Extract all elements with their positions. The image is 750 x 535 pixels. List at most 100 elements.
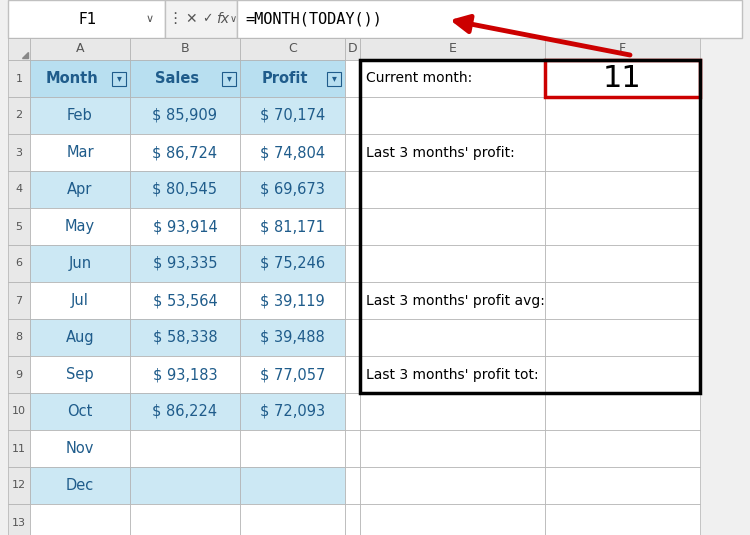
Bar [360, 97, 545, 134]
Text: $ 39,488: $ 39,488 [260, 330, 325, 345]
Bar [240, 356, 345, 393]
Bar [345, 319, 360, 356]
Bar [240, 38, 345, 60]
Text: $ 70,174: $ 70,174 [260, 108, 326, 123]
Bar [30, 319, 130, 356]
Text: 10: 10 [12, 407, 26, 417]
Bar [360, 467, 545, 504]
Text: 13: 13 [12, 517, 26, 528]
Bar [240, 430, 345, 467]
Bar [8, 134, 30, 171]
Bar [345, 356, 360, 393]
Text: 2: 2 [16, 111, 22, 120]
Bar [360, 430, 545, 467]
Bar [345, 60, 360, 97]
Bar [8, 393, 30, 430]
Bar [360, 38, 545, 60]
Bar [240, 319, 345, 356]
Bar [360, 208, 545, 245]
Bar [360, 60, 700, 393]
Text: Month: Month [46, 71, 98, 86]
Bar [130, 467, 240, 504]
Text: F1: F1 [79, 11, 98, 27]
Bar [240, 97, 345, 134]
Text: 7: 7 [16, 295, 22, 305]
Bar [360, 245, 545, 282]
Bar [8, 430, 30, 467]
Text: $ 77,057: $ 77,057 [260, 367, 326, 382]
Bar [240, 504, 345, 535]
Text: $ 58,338: $ 58,338 [153, 330, 218, 345]
Bar [30, 282, 130, 319]
Bar [130, 319, 240, 356]
Bar [8, 467, 30, 504]
Bar [545, 208, 700, 245]
Bar [30, 504, 130, 535]
Text: 8: 8 [16, 332, 22, 342]
Text: D: D [348, 42, 357, 56]
Text: Oct: Oct [68, 404, 93, 419]
Text: ▾: ▾ [332, 73, 337, 83]
Bar [240, 134, 345, 171]
Bar [240, 60, 345, 97]
Text: Last 3 months' profit avg:: Last 3 months' profit avg: [366, 294, 544, 308]
Bar [345, 430, 360, 467]
Text: $ 93,335: $ 93,335 [153, 256, 218, 271]
Text: Jul: Jul [71, 293, 89, 308]
Bar [345, 134, 360, 171]
Bar [345, 171, 360, 208]
Bar [360, 171, 545, 208]
Bar [240, 245, 345, 282]
Bar [240, 171, 345, 208]
Text: Apr: Apr [68, 182, 93, 197]
Bar [130, 393, 240, 430]
Text: B: B [181, 42, 189, 56]
Bar [8, 282, 30, 319]
Bar [130, 356, 240, 393]
Text: Sales: Sales [155, 71, 199, 86]
Bar [545, 467, 700, 504]
Bar [360, 134, 545, 171]
Bar [30, 38, 130, 60]
Bar [30, 171, 130, 208]
Text: Current month:: Current month: [366, 72, 472, 86]
Bar [360, 282, 545, 319]
Bar [345, 467, 360, 504]
Text: 4: 4 [16, 185, 22, 195]
Bar [345, 282, 360, 319]
Bar [8, 504, 30, 535]
Text: 11: 11 [12, 444, 26, 454]
Bar [130, 504, 240, 535]
Bar [240, 393, 345, 430]
Text: Last 3 months' profit:: Last 3 months' profit: [366, 146, 514, 159]
Text: 1: 1 [16, 73, 22, 83]
Text: Nov: Nov [66, 441, 94, 456]
Bar [545, 245, 700, 282]
Bar [360, 504, 545, 535]
Bar [345, 393, 360, 430]
Bar [130, 171, 240, 208]
Text: $ 75,246: $ 75,246 [260, 256, 325, 271]
Bar [545, 97, 700, 134]
FancyBboxPatch shape [112, 72, 126, 86]
Text: $ 85,909: $ 85,909 [152, 108, 217, 123]
Bar [8, 60, 30, 97]
Text: ▾: ▾ [226, 73, 232, 83]
Bar [8, 208, 30, 245]
Text: Jun: Jun [68, 256, 92, 271]
Bar [30, 245, 130, 282]
Text: $ 81,171: $ 81,171 [260, 219, 325, 234]
Text: 9: 9 [16, 370, 22, 379]
Bar [8, 38, 30, 60]
Bar [545, 393, 700, 430]
Bar [545, 356, 700, 393]
Text: Aug: Aug [66, 330, 94, 345]
Bar [237, 0, 742, 38]
Text: 3: 3 [16, 148, 22, 157]
Text: Dec: Dec [66, 478, 94, 493]
Text: fx: fx [217, 12, 229, 26]
Text: $ 74,804: $ 74,804 [260, 145, 325, 160]
Text: ∨: ∨ [146, 14, 154, 24]
Text: $ 69,673: $ 69,673 [260, 182, 325, 197]
Text: ⋮: ⋮ [167, 11, 183, 27]
